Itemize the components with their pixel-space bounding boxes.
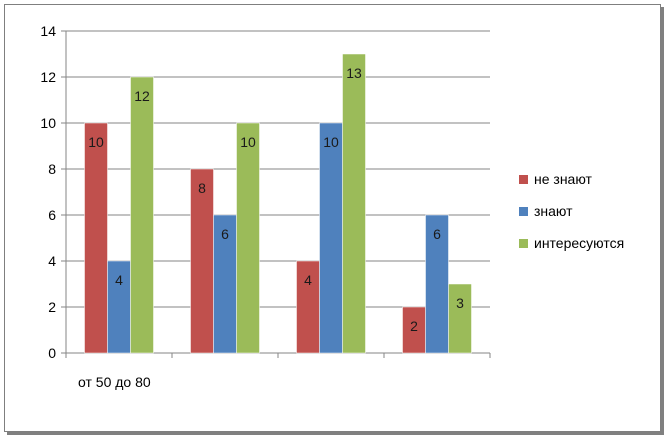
legend-swatch: [519, 207, 528, 216]
data-label: 6: [221, 226, 229, 242]
legend-label: не знают: [534, 171, 593, 187]
data-label: 3: [456, 295, 464, 311]
data-label: 10: [240, 134, 256, 150]
y-tick-label: 8: [48, 161, 56, 177]
y-tick-label: 10: [40, 115, 56, 131]
legend-label: интересуются: [534, 235, 624, 251]
data-labels: 10 8 4 2 4 6 10 6 12 10 13 3: [88, 65, 464, 334]
legend: не знают знают интересуются: [519, 171, 624, 251]
data-label: 4: [115, 272, 123, 288]
y-tick-label: 12: [40, 69, 56, 85]
bar: [448, 283, 472, 354]
bar: [84, 122, 108, 354]
data-label: 12: [134, 88, 150, 104]
bar: [319, 122, 343, 354]
y-tick-label: 0: [48, 345, 56, 361]
bar: [130, 76, 154, 354]
data-label: 4: [304, 272, 312, 288]
data-label: 2: [410, 318, 418, 334]
legend-swatch: [519, 175, 528, 184]
bars: [84, 53, 472, 354]
data-label: 13: [346, 65, 362, 81]
x-category-label: от 50 до 80: [78, 374, 151, 390]
y-tick-label: 14: [40, 23, 56, 39]
legend-swatch: [519, 239, 528, 248]
y-tick-label: 4: [48, 253, 56, 269]
bar: [190, 168, 214, 354]
axes: 0 2 4 6 8 10 12 14 от 50 до 80: [40, 23, 491, 390]
y-tick-label: 6: [48, 207, 56, 223]
legend-label: знают: [534, 203, 573, 219]
data-label: 8: [198, 180, 206, 196]
data-label: 10: [88, 134, 104, 150]
bar: [342, 53, 366, 354]
y-tick-label: 2: [48, 299, 56, 315]
data-label: 6: [433, 226, 441, 242]
data-label: 10: [323, 134, 339, 150]
bar: [236, 122, 260, 354]
